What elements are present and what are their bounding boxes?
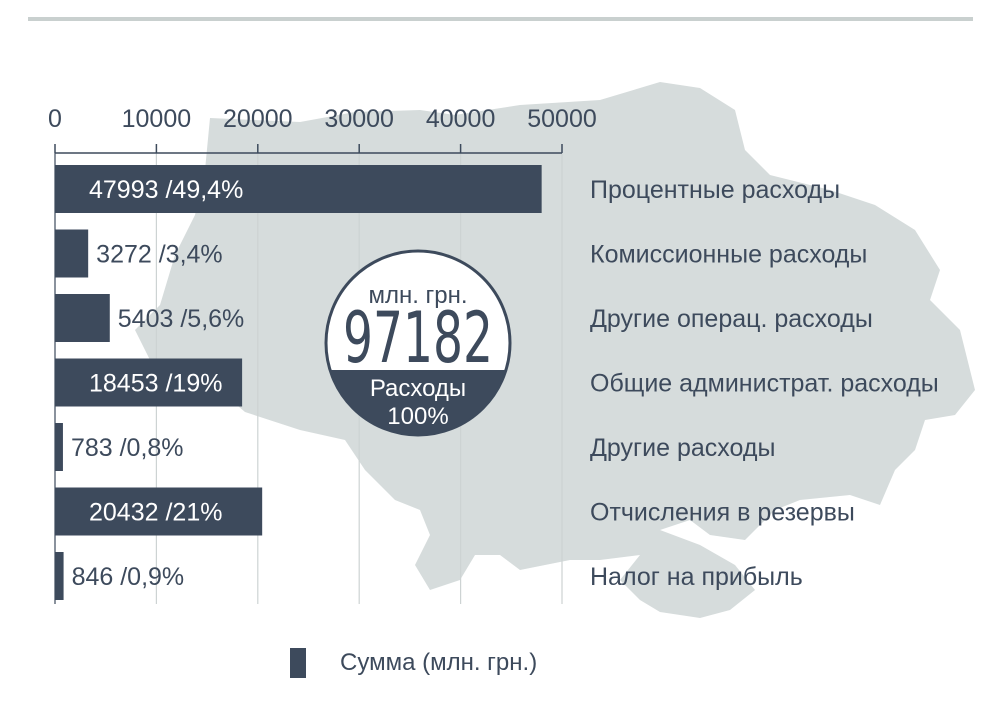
tick-label: 40000: [426, 105, 496, 133]
badge-total: 97182: [343, 297, 493, 379]
bar: [55, 358, 243, 407]
bar: [55, 423, 63, 471]
bar-value-label: 20432 /21%: [89, 499, 222, 527]
category-label: Отчисления в резервы: [590, 499, 855, 527]
tick-label: 30000: [324, 105, 394, 133]
tick-label: 50000: [527, 105, 597, 133]
bar: [55, 165, 542, 213]
legend-label: Сумма (млн. грн.): [340, 649, 537, 676]
tick-label: 10000: [122, 105, 192, 133]
x-axis: 0 10000 20000 30000 40000 50000: [48, 105, 597, 604]
bars: 47993 /49,4% Процентные расходы 3272 /3,4%…: [55, 165, 939, 600]
bar-value-label: 5403 /5,6%: [118, 305, 245, 333]
bar-value-label: 3272 /3,4%: [96, 241, 222, 269]
bar: [55, 294, 110, 342]
ukraine-map-icon: [135, 82, 975, 618]
bar-value-label: 783 /0,8%: [71, 434, 184, 462]
bar-value-label: 846 /0,9%: [72, 563, 185, 591]
category-label: Другие расходы: [590, 434, 775, 462]
legend: Сумма (млн. грн.): [290, 648, 537, 678]
bar: [55, 487, 263, 536]
badge-caption: Расходы: [370, 375, 466, 402]
bar: [55, 552, 64, 600]
badge-unit: млн. грн.: [368, 282, 467, 309]
top-rule: [28, 17, 973, 21]
total-badge: млн. грн. 97182 Расходы 100%: [324, 249, 512, 437]
category-label: Общие администрат. расходы: [590, 370, 939, 398]
badge-bottom-fill: [330, 370, 506, 435]
badge-share: 100%: [387, 403, 448, 430]
bar-value-label: 18453 /19%: [89, 370, 222, 398]
tick-label: 20000: [223, 105, 293, 133]
bar-value-label: 47993 /49,4%: [89, 176, 243, 204]
category-label: Комиссионные расходы: [590, 241, 867, 269]
category-label: Процентные расходы: [590, 176, 840, 204]
bar: [55, 229, 89, 278]
category-label: Налог на прибыль: [590, 563, 803, 591]
tick-label: 0: [48, 105, 62, 133]
category-label: Другие операц. расходы: [590, 305, 873, 333]
legend-swatch: [290, 648, 306, 678]
